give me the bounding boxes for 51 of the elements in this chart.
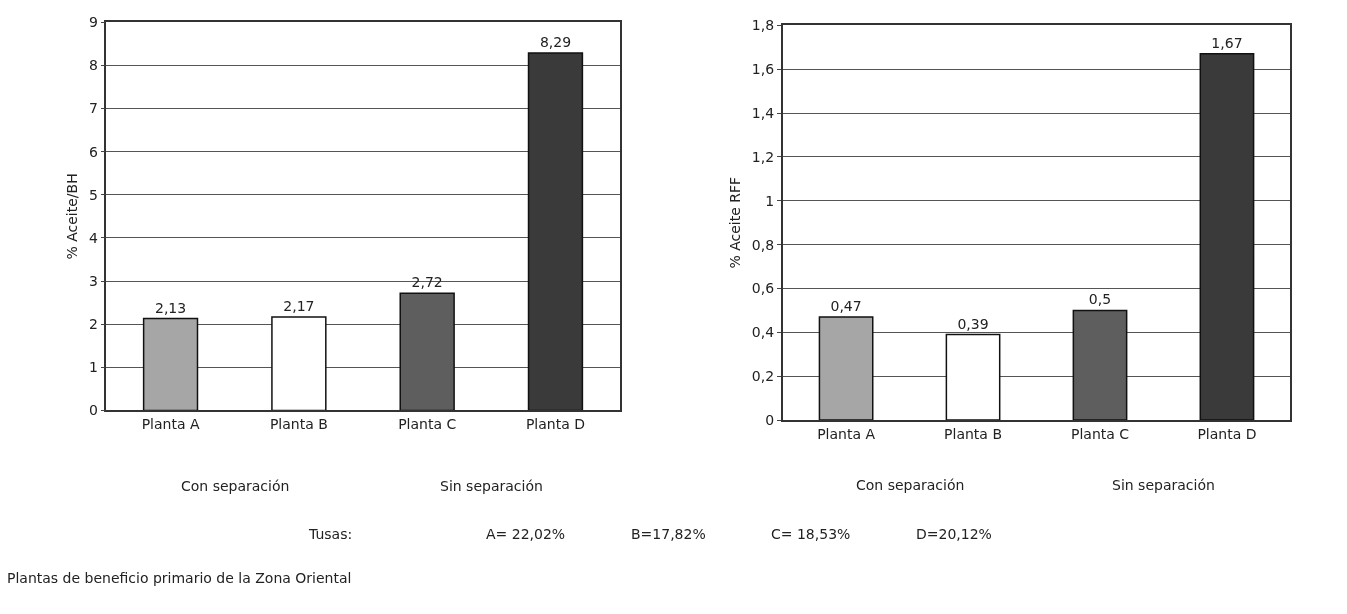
x-tick-label: Planta D <box>525 416 586 432</box>
text: A= 22,02% <box>486 526 566 542</box>
text: D=20,12% <box>916 526 992 542</box>
y-tick-label: 1,4 <box>751 104 775 121</box>
bar <box>818 316 874 421</box>
data-label: 0,47 <box>830 297 862 314</box>
x-tick-label: Planta C <box>1070 425 1130 442</box>
y-axis-title: % Aceite/BH <box>64 173 81 260</box>
y-tick-label: 0 <box>765 411 775 428</box>
x-tick-label: Planta D <box>1197 425 1257 442</box>
data-label: 8,29 <box>539 33 572 50</box>
y-tick-label: 1,6 <box>751 61 775 78</box>
text: C= 18,53% <box>771 526 851 542</box>
y-tick-label: 0 <box>88 402 98 419</box>
x-tick-label: Planta B <box>269 416 328 432</box>
y-tick-label: 1,8 <box>751 17 775 34</box>
y-tick-label: 1 <box>765 192 775 209</box>
y-tick-label: 7 <box>88 100 98 117</box>
y-tick-label: 0,6 <box>751 280 775 297</box>
y-tick-label: 9 <box>88 14 98 31</box>
x-tick-label: Planta C <box>398 416 457 432</box>
y-tick-label: 1 <box>88 359 98 376</box>
bar <box>945 333 1001 421</box>
y-tick-label: 1,2 <box>751 148 775 165</box>
y-axis-title: % Aceite RFF <box>726 176 743 269</box>
y-tick-label: 2 <box>88 316 98 333</box>
x-tick-label: Planta B <box>944 425 1002 442</box>
y-tick-label: 5 <box>88 186 98 203</box>
text: Con separación <box>856 477 965 493</box>
text: Sin separación <box>1112 477 1215 493</box>
data-label: 0,39 <box>957 315 989 332</box>
y-tick-label: 6 <box>88 143 98 160</box>
data-label: 2,17 <box>283 297 315 314</box>
text: B=17,82% <box>631 526 706 542</box>
y-tick-label: 0,4 <box>751 324 775 341</box>
y-tick-label: 8 <box>88 57 98 74</box>
text: Plantas de beneficio primario de la Zona Oriental <box>7 570 352 586</box>
y-tick-label: 3 <box>88 272 98 289</box>
text: Tusas: <box>308 526 353 542</box>
x-tick-label: Planta A <box>817 425 876 442</box>
bar <box>142 317 199 411</box>
text: Sin separación <box>440 478 543 494</box>
data-label: 0,5 <box>1088 291 1112 308</box>
data-label: 2,13 <box>154 299 187 316</box>
text: Con separación <box>181 478 290 494</box>
data-label: 1,67 <box>1211 34 1243 51</box>
x-tick-label: Planta A <box>141 416 200 432</box>
bar <box>271 316 327 411</box>
y-tick-label: 4 <box>88 229 98 246</box>
y-tick-label: 0,2 <box>751 368 775 385</box>
y-tick-label: 0,8 <box>751 236 775 253</box>
